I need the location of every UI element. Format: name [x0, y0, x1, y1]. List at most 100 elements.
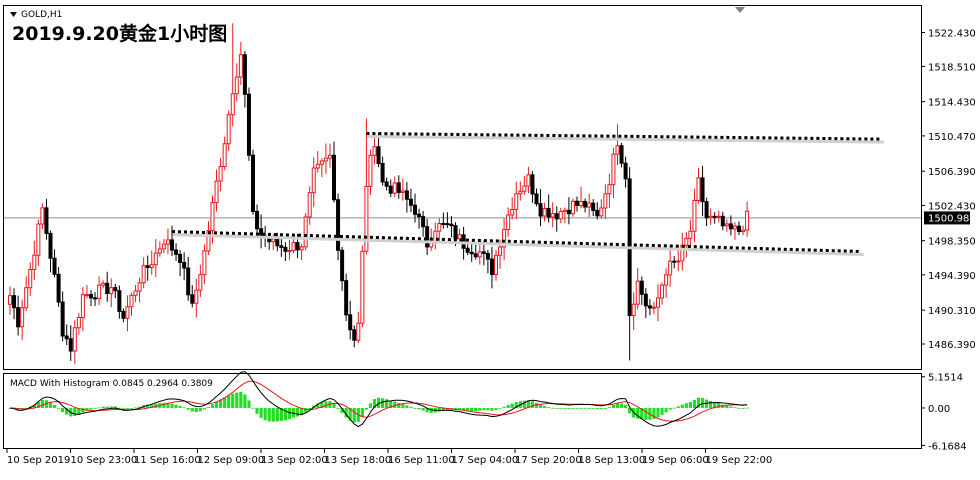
- candle: [514, 181, 519, 219]
- candle: [129, 292, 134, 316]
- macd-histogram-bar: [591, 407, 595, 409]
- macd-histogram-bar: [628, 407, 632, 414]
- candle: [494, 249, 498, 281]
- candle: [643, 288, 648, 319]
- candle: [489, 246, 494, 289]
- candle: [587, 193, 592, 218]
- macd-histogram-bar: [283, 407, 287, 421]
- macd-histogram-bar: [93, 407, 97, 409]
- macd-histogram-bar: [672, 407, 676, 409]
- candle: [234, 63, 239, 102]
- macd-histogram-series: [8, 371, 749, 428]
- macd-histogram-bar: [478, 407, 482, 411]
- candle: [178, 249, 183, 277]
- candle: [656, 284, 660, 322]
- candle: [558, 207, 563, 224]
- trendline-shadow: [172, 233, 864, 256]
- candle: [141, 257, 146, 289]
- macd-histogram-bar: [174, 404, 178, 408]
- candle: [502, 218, 507, 261]
- price-tick-label: 1514.430: [928, 98, 976, 109]
- macd-histogram-bar: [340, 407, 344, 414]
- macd-histogram-bar: [263, 407, 267, 421]
- macd-histogram-bar: [599, 407, 603, 409]
- trendline[interactable]: [366, 131, 881, 141]
- macd-histogram-bar: [510, 403, 514, 408]
- candle: [413, 193, 417, 223]
- candle: [190, 285, 195, 308]
- candle: [607, 173, 612, 208]
- candle: [48, 230, 53, 273]
- macd-histogram-bar: [65, 407, 69, 415]
- candle: [157, 241, 162, 257]
- time-tick-label: 17 Sep 04:00: [452, 455, 519, 466]
- macd-histogram-bar: [121, 407, 125, 409]
- candle: [105, 271, 110, 302]
- macd-histogram-bar: [44, 400, 49, 408]
- candle: [8, 286, 12, 315]
- candle: [623, 156, 628, 188]
- macd-histogram-bar: [348, 407, 352, 421]
- macd-histogram-bar: [259, 407, 263, 418]
- candle: [319, 158, 324, 178]
- macd-histogram-bar: [166, 402, 170, 408]
- candle: [421, 210, 426, 237]
- shift-marker-icon[interactable]: [735, 7, 745, 13]
- candle: [283, 242, 288, 261]
- candle: [668, 246, 673, 287]
- candle: [684, 232, 689, 258]
- candle: [408, 188, 413, 213]
- macd-plot-frame: [3, 373, 922, 449]
- candle: [291, 238, 296, 254]
- main-plot-frame: [3, 5, 922, 370]
- candle: [80, 287, 85, 331]
- candle: [651, 301, 656, 315]
- trendline[interactable]: [171, 230, 861, 253]
- candle: [522, 175, 527, 195]
- candle: [639, 276, 644, 305]
- macd-histogram-bar: [170, 403, 174, 408]
- macd-histogram-bar: [680, 404, 684, 408]
- macd-histogram-bar: [502, 406, 506, 408]
- macd-histogram-bar: [275, 407, 279, 422]
- macd-histogram-bar: [389, 400, 393, 408]
- symbol-label: GOLD,H1: [21, 10, 62, 20]
- candle: [133, 285, 138, 303]
- macd-histogram-bar: [579, 407, 583, 409]
- dropdown-arrow-icon[interactable]: [10, 12, 17, 17]
- price-tick-label: 1522.430: [928, 29, 976, 40]
- macd-histogram-bar: [150, 404, 154, 408]
- candle: [360, 245, 365, 328]
- macd-histogram-bar: [77, 407, 81, 415]
- macd-histogram-bar: [247, 400, 251, 408]
- macd-histogram-bar: [543, 405, 547, 408]
- macd-histogram-bar: [223, 397, 227, 408]
- candle: [72, 320, 77, 364]
- macd-histogram-bar: [40, 399, 44, 408]
- macd-histogram-bar: [745, 407, 749, 409]
- macd-histogram-bar: [129, 407, 134, 409]
- macd-histogram-bar: [603, 407, 607, 409]
- macd-histogram-bar: [316, 403, 320, 408]
- candle: [117, 285, 122, 319]
- candle: [20, 299, 25, 341]
- candle: [380, 156, 385, 186]
- macd-histogram-bar: [255, 407, 259, 414]
- macd-histogram-bar: [713, 402, 717, 408]
- macd-histogram-bar: [52, 404, 57, 408]
- macd-histogram-bar: [425, 407, 429, 413]
- candle: [24, 276, 29, 311]
- candle: [485, 249, 490, 274]
- macd-histogram-bar: [559, 407, 563, 409]
- macd-histogram-bar: [251, 407, 255, 409]
- candle: [404, 182, 409, 213]
- candle: [101, 280, 106, 289]
- candle: [473, 244, 478, 260]
- candle: [16, 295, 21, 336]
- macd-histogram-bar: [381, 398, 385, 408]
- candle: [323, 143, 328, 174]
- macd-histogram-bar: [457, 407, 462, 411]
- macd-histogram-bar: [462, 407, 466, 411]
- candle: [226, 110, 231, 151]
